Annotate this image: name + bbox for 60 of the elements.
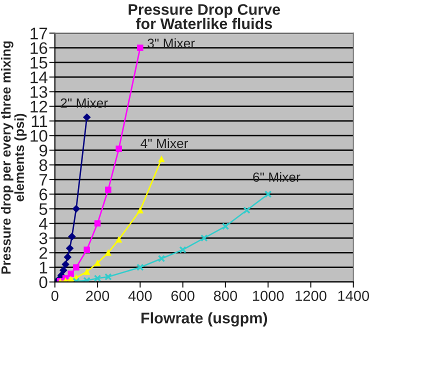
chart-title: Pressure Drop Curve for Waterlike fluids (128, 4, 280, 30)
y-tick-label: 0 (39, 276, 48, 288)
annotation: 3" Mixer (148, 38, 195, 48)
y-tick-label: 3 (39, 232, 48, 244)
point (66, 244, 74, 252)
point (64, 253, 72, 261)
x-tick-label: 200 (86, 290, 110, 302)
annotation: 4" Mixer (140, 138, 188, 148)
x-tick-label: 1200 (296, 290, 326, 302)
point (68, 270, 74, 277)
point (104, 273, 112, 281)
y-tick-label: 8 (39, 159, 48, 172)
point (83, 114, 91, 122)
y-tick-label: 16 (30, 42, 48, 54)
y-tick-label: 5 (39, 203, 48, 215)
y-tick-label: 7 (40, 174, 48, 186)
point (84, 268, 90, 275)
point (94, 274, 102, 282)
y-tick-label: 4 (39, 218, 48, 230)
y-tick-label: 1 (40, 262, 48, 274)
point (116, 236, 122, 243)
point (68, 232, 76, 240)
point (94, 220, 101, 227)
point (72, 205, 80, 213)
point (243, 206, 250, 214)
y-tick-label: 10 (30, 130, 48, 142)
y-tick-label: 13 (30, 86, 48, 98)
point (94, 260, 101, 266)
point (158, 254, 166, 262)
point (158, 156, 165, 162)
y-tick-label: 12 (30, 100, 48, 112)
point (264, 190, 272, 198)
y-tick-label: 17 (30, 28, 48, 40)
y-tick-label: 6 (40, 188, 48, 200)
x-axis-title: Flowrate (usgpm) (142, 312, 268, 327)
x-tick-label: 1000 (252, 290, 284, 302)
point (105, 250, 112, 256)
point (222, 222, 230, 230)
point (200, 234, 208, 242)
x-tick-label: 600 (171, 290, 194, 302)
y-tick-label: 15 (30, 56, 48, 69)
y-axis-title: Pressure drop per every three mixing elements (psi) (1, 41, 27, 274)
point (60, 266, 68, 274)
y-tick-label: 14 (30, 72, 48, 84)
y-tick-label: 9 (39, 144, 48, 156)
x-tick-label: 1400 (338, 290, 370, 302)
point (137, 44, 144, 51)
y-tick-label: 11 (32, 116, 48, 128)
y-tick-label: 2 (40, 247, 48, 259)
point (179, 246, 186, 254)
x-tick-label: 800 (214, 290, 238, 302)
x-tick-label: 400 (128, 290, 152, 302)
point (105, 186, 112, 193)
x-tick-label: 0 (51, 290, 58, 302)
point (116, 146, 122, 152)
point (84, 246, 90, 253)
point (73, 264, 80, 270)
point (137, 207, 144, 214)
point (62, 260, 70, 268)
point (136, 264, 144, 272)
